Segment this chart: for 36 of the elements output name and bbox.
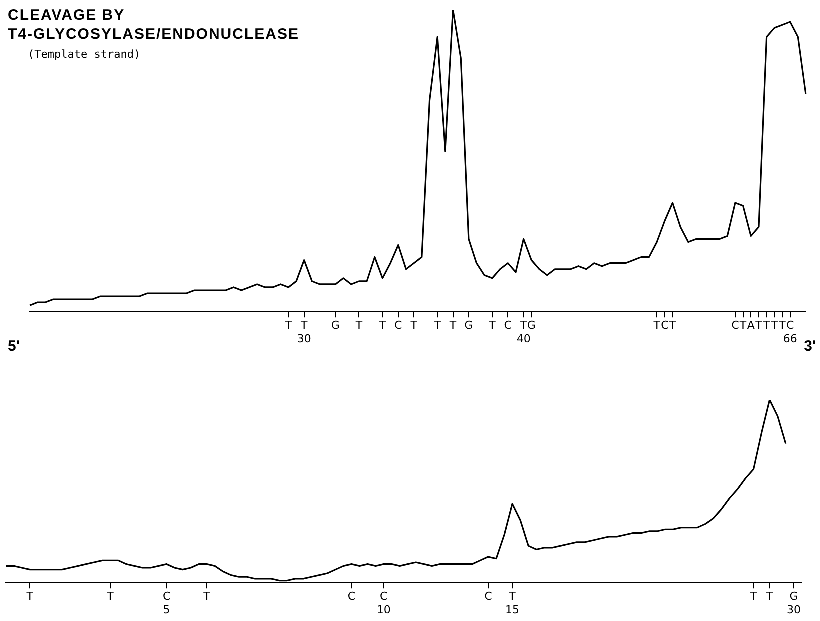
x-tick-label: T <box>26 590 34 604</box>
x-tick-label: T 15 <box>506 590 520 616</box>
x-tick-label: T <box>378 319 386 332</box>
x-tick-label: T <box>284 319 292 332</box>
x-tick-label: T 30 <box>297 319 312 346</box>
x-tick-label: T <box>652 319 661 332</box>
x-tick-label: T <box>433 319 442 332</box>
x-tick-label: G <box>331 319 340 332</box>
text: 3' <box>804 338 816 355</box>
x-tick-label: C <box>394 319 403 332</box>
x-tick-label: C <box>484 590 493 604</box>
chart-title: CLEAVAGE BY T4-GLYCOSYLASE/ENDONUCLEASE <box>8 6 300 44</box>
text: 5' <box>8 338 20 355</box>
text: (Template strand) <box>28 48 141 61</box>
x-tick-label: C 5 <box>162 590 171 616</box>
x-tick-label: T <box>770 319 778 332</box>
x-tick-label: T <box>448 319 457 332</box>
x-tick-label: T <box>202 590 211 604</box>
x-tick-label: G <box>464 319 474 332</box>
x-tick-label: C 10 <box>376 590 391 616</box>
x-tick-label: T <box>410 319 418 332</box>
x-tick-label: C <box>732 319 740 332</box>
x-tick-label: C <box>348 590 356 604</box>
x-tick-label: T <box>765 590 774 604</box>
x-tick-label: T <box>754 319 763 332</box>
x-tick-label: T <box>738 319 747 332</box>
x-tick-label: C <box>504 319 512 332</box>
x-tick-label: T <box>668 319 676 332</box>
x-tick-label: T <box>488 319 496 332</box>
x-tick-label: A <box>747 319 756 332</box>
x-tick-label: T <box>106 590 114 604</box>
x-tick-label: T <box>354 319 363 332</box>
x-tick-label: T <box>762 319 770 332</box>
x-tick-label: G 30 <box>786 590 801 616</box>
x-tick-label: T <box>749 590 758 604</box>
x-tick-label: C <box>661 319 670 332</box>
